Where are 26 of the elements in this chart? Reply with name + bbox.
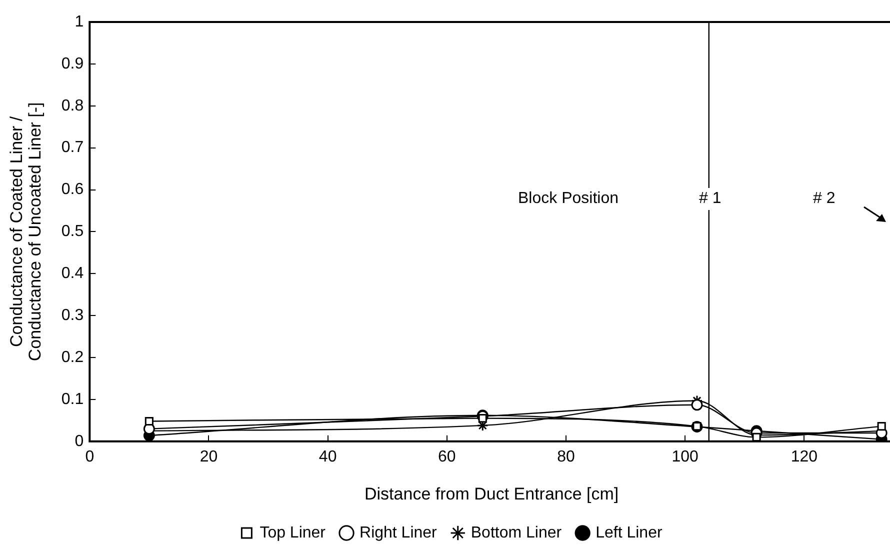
y-tick-label: 0.2 [61, 348, 84, 366]
x-tick-label: 80 [557, 448, 575, 466]
annotation: # 1 [697, 188, 724, 210]
y-tick-label: 0.5 [61, 223, 84, 240]
x-tick-label: 40 [318, 448, 337, 466]
y-tick-label: 0.9 [61, 55, 84, 72]
legend-label: Top Liner [260, 524, 326, 542]
y-tick-label: 1 [74, 13, 84, 30]
x-tick-label: 20 [200, 448, 218, 466]
x-tick-label: 60 [438, 448, 456, 466]
annotation: Block Position [516, 188, 620, 210]
y-tick-label: 0 [74, 432, 84, 450]
y-tick-label: 0.4 [61, 265, 84, 282]
y-tick-label: 0.1 [61, 390, 84, 408]
annotation: # 2 [811, 188, 838, 210]
x-tick-label: 120 [790, 448, 818, 466]
x-tick-label: 100 [672, 448, 699, 466]
y-tick-label: 0.8 [61, 97, 84, 114]
legend-label: Left Liner [596, 524, 663, 542]
x-axis-title: Distance from Duct Entrance [cm] [364, 484, 619, 504]
y-axis-title: Conductance of Coated Liner / Conductance of Uncoated Liner [-] [7, 102, 45, 362]
y-tick-label: 0.7 [61, 139, 84, 156]
legend-label: Right Liner [360, 524, 438, 542]
y-tick-label: 0.3 [61, 306, 84, 324]
legend-label: Bottom Liner [470, 524, 562, 542]
y-tick-label: 0.6 [61, 181, 84, 198]
